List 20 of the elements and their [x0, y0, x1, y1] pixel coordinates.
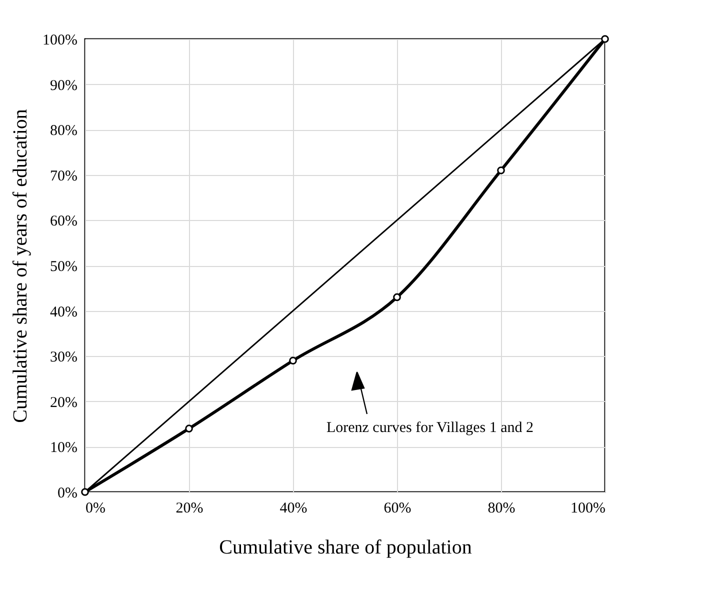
y-tick-label: 20%: [50, 394, 78, 411]
x-tick-label: 100%: [570, 500, 606, 516]
x-tick-label: 20%: [176, 500, 204, 516]
y-tick-label: 40%: [50, 304, 78, 320]
y-tick-label: 80%: [50, 123, 78, 140]
y-tick-label: 0%: [58, 486, 78, 502]
x-tick-label: 80%: [488, 500, 516, 516]
y-tick-label: 70%: [50, 168, 78, 184]
y-tick-label: 10%: [50, 440, 78, 456]
y-tick-label: 60%: [50, 214, 78, 230]
y-axis-title: Cumulative share of years of education: [10, 109, 32, 423]
annotation: Lorenz curves for Villages 1 and 2: [326, 420, 534, 436]
y-tick-label: 50%: [50, 259, 78, 275]
y-tick-label: 30%: [50, 350, 78, 366]
y-tick-label: 90%: [50, 78, 78, 94]
x-tick-label: 0%: [86, 500, 106, 516]
x-tick-label: 40%: [280, 500, 308, 516]
x-tick-label: 60%: [384, 500, 412, 516]
x-axis-title: Cumulative share of population: [219, 536, 472, 558]
y-tick-label: 100%: [42, 32, 78, 48]
